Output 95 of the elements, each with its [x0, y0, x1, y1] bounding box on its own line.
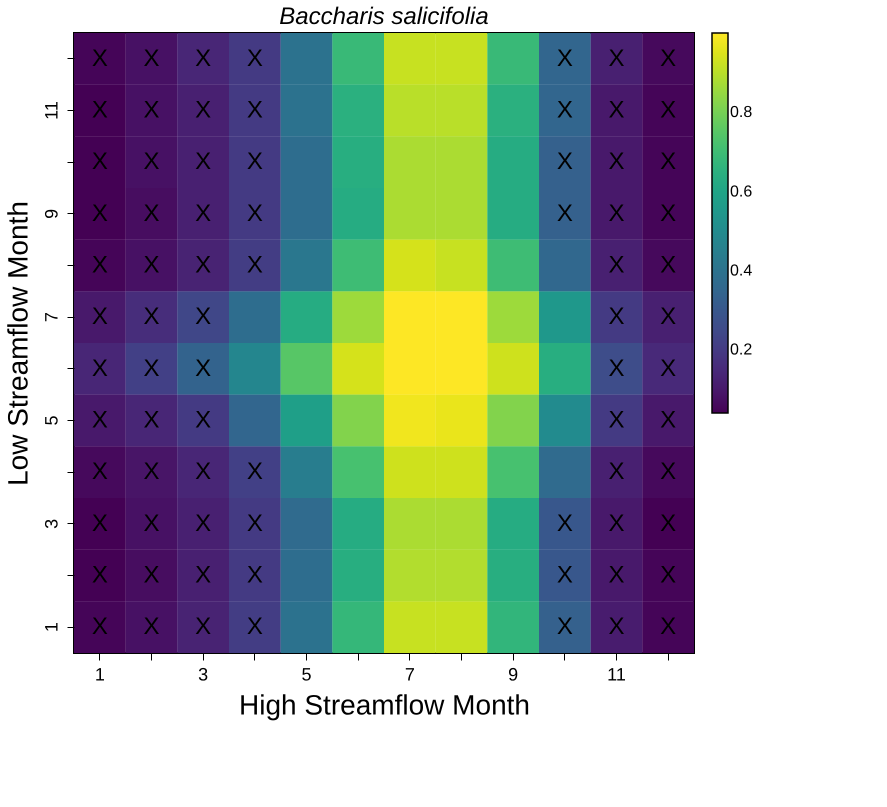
data-label: X [246, 510, 263, 537]
data-label: X [608, 458, 625, 486]
y-tick-label: 3 [42, 518, 62, 529]
data-label: X [143, 406, 160, 434]
data-label: X [92, 510, 108, 537]
data-label: X [608, 354, 625, 382]
y-axis-title: Low Streamflow Month [2, 201, 34, 486]
data-label: X [660, 44, 676, 72]
data-label: X [660, 96, 676, 124]
x-tick-label: 1 [94, 664, 105, 684]
x-tick-label: 5 [301, 664, 312, 684]
data-label: X [246, 44, 263, 72]
data-label: X [195, 148, 212, 176]
data-label: X [92, 458, 108, 486]
data-label: X [608, 510, 625, 537]
y-tick-label: 9 [42, 208, 62, 219]
data-label: X [660, 354, 676, 382]
data-label: X [195, 200, 212, 227]
data-label: X [92, 406, 108, 434]
data-label: X [92, 303, 108, 330]
data-label: X [195, 613, 212, 640]
data-label: X [246, 252, 263, 278]
chart-title: Baccharis salicifolia [279, 3, 489, 30]
color-bar-label: 0.8 [730, 104, 752, 122]
data-label: X [143, 148, 160, 176]
data-label: X [556, 148, 573, 176]
data-label: X [143, 303, 160, 330]
data-label: X [660, 303, 676, 330]
data-label: X [143, 562, 160, 588]
y-tick-label: 7 [42, 312, 62, 322]
color-bar-label: 0.6 [730, 183, 752, 200]
y-tick-label: 11 [42, 101, 62, 120]
data-label: X [143, 252, 160, 278]
data-label: X [660, 148, 676, 176]
data-label: X [556, 613, 573, 640]
y-tick-label: 1 [42, 622, 62, 632]
data-label: X [92, 562, 108, 588]
data-label: X [92, 613, 108, 640]
data-label: X [556, 562, 573, 588]
data-label: X [143, 354, 160, 382]
data-label: X [143, 613, 160, 640]
data-label: X [246, 200, 263, 227]
x-tick-label: 3 [198, 664, 208, 684]
data-label: X [246, 96, 263, 124]
data-label: X [143, 200, 160, 227]
data-label: X [195, 406, 212, 434]
data-label: X [608, 406, 625, 434]
data-label: X [92, 354, 108, 382]
data-label: X [608, 200, 625, 227]
data-label: X [556, 200, 573, 227]
color-bar-label: 0.4 [730, 262, 752, 280]
data-label: X [246, 458, 263, 486]
data-label: X [608, 96, 625, 124]
data-label: X [556, 510, 573, 537]
data-label: X [608, 252, 625, 278]
color-bar-label: 0.2 [730, 342, 752, 359]
data-label: X [195, 44, 212, 72]
x-tick-label: 11 [607, 664, 626, 684]
data-label: X [660, 406, 676, 434]
x-axis-title: High Streamflow Month [238, 690, 530, 720]
data-label: X [660, 510, 676, 537]
data-label: X [556, 44, 573, 72]
data-label: X [195, 303, 212, 330]
data-label: X [608, 148, 625, 176]
data-label: X [195, 562, 212, 588]
data-label: X [608, 303, 625, 330]
data-label: X [92, 252, 108, 278]
data-label: X [608, 613, 625, 640]
data-label: X [92, 96, 108, 124]
y-tick-label: 5 [42, 415, 62, 426]
data-label: X [195, 458, 212, 486]
data-label: X [246, 613, 263, 640]
data-label: X [195, 96, 212, 124]
data-label: X [143, 96, 160, 124]
data-label: X [246, 148, 263, 176]
data-label: X [660, 458, 676, 486]
data-label: X [195, 252, 212, 278]
data-label: X [143, 44, 160, 72]
data-label: X [195, 354, 212, 382]
data-label: X [556, 96, 573, 124]
data-label: X [143, 458, 160, 486]
data-label: X [92, 148, 108, 176]
data-label: X [195, 510, 212, 537]
data-label: X [660, 562, 676, 588]
data-label: X [246, 562, 263, 588]
data-label: X [92, 200, 108, 227]
x-tick-label: 9 [508, 664, 518, 684]
data-label: X [608, 44, 625, 72]
data-label: X [660, 613, 676, 640]
data-label: X [660, 252, 676, 278]
data-label: X [660, 200, 676, 227]
data-label: X [92, 44, 108, 72]
data-label: X [608, 562, 625, 588]
data-label: X [143, 510, 160, 537]
x-tick-label: 7 [404, 664, 415, 684]
